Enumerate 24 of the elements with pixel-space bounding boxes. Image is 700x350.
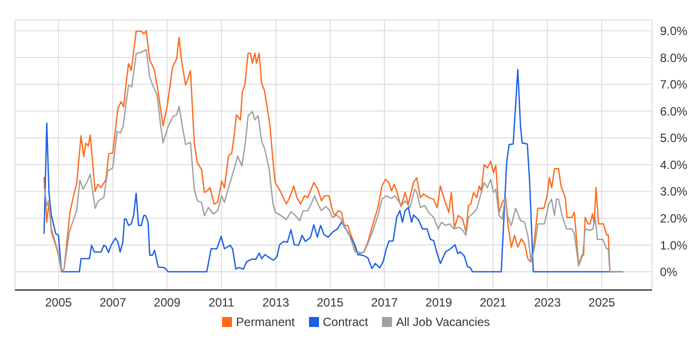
x-tick-label: 2019 bbox=[425, 296, 452, 310]
x-tick-label: 2025 bbox=[588, 296, 616, 310]
x-tick-label: 2015 bbox=[316, 296, 344, 310]
legend-label: All Job Vacancies bbox=[396, 315, 490, 329]
x-tick-label: 2009 bbox=[154, 296, 181, 310]
y-tick-label: 4.0% bbox=[660, 158, 688, 172]
y-tick-label: 8.0% bbox=[660, 50, 688, 65]
x-tick-label: 2017 bbox=[371, 296, 398, 310]
legend-label: Permanent bbox=[236, 315, 295, 329]
x-tick-label: 2013 bbox=[262, 296, 290, 310]
x-tick-label: 2021 bbox=[480, 296, 507, 310]
x-tick-label: 2007 bbox=[99, 296, 126, 310]
y-tick-label: 0% bbox=[660, 265, 678, 280]
y-tick-label: 3.0% bbox=[660, 184, 688, 199]
y-tick-label: 2.0% bbox=[660, 211, 688, 226]
x-tick-label: 2005 bbox=[45, 296, 72, 310]
x-tick-label: 2023 bbox=[534, 296, 562, 310]
x-tick-label: 2011 bbox=[208, 296, 235, 310]
y-tick-label: 6.0% bbox=[660, 104, 688, 118]
y-tick-label: 7.0% bbox=[660, 78, 688, 92]
y-tick-label: 5.0% bbox=[660, 131, 688, 146]
y-tick-label: 1.0% bbox=[660, 238, 688, 252]
y-tick-label: 9.0% bbox=[660, 24, 688, 38]
legend-label: Contract bbox=[322, 315, 368, 329]
